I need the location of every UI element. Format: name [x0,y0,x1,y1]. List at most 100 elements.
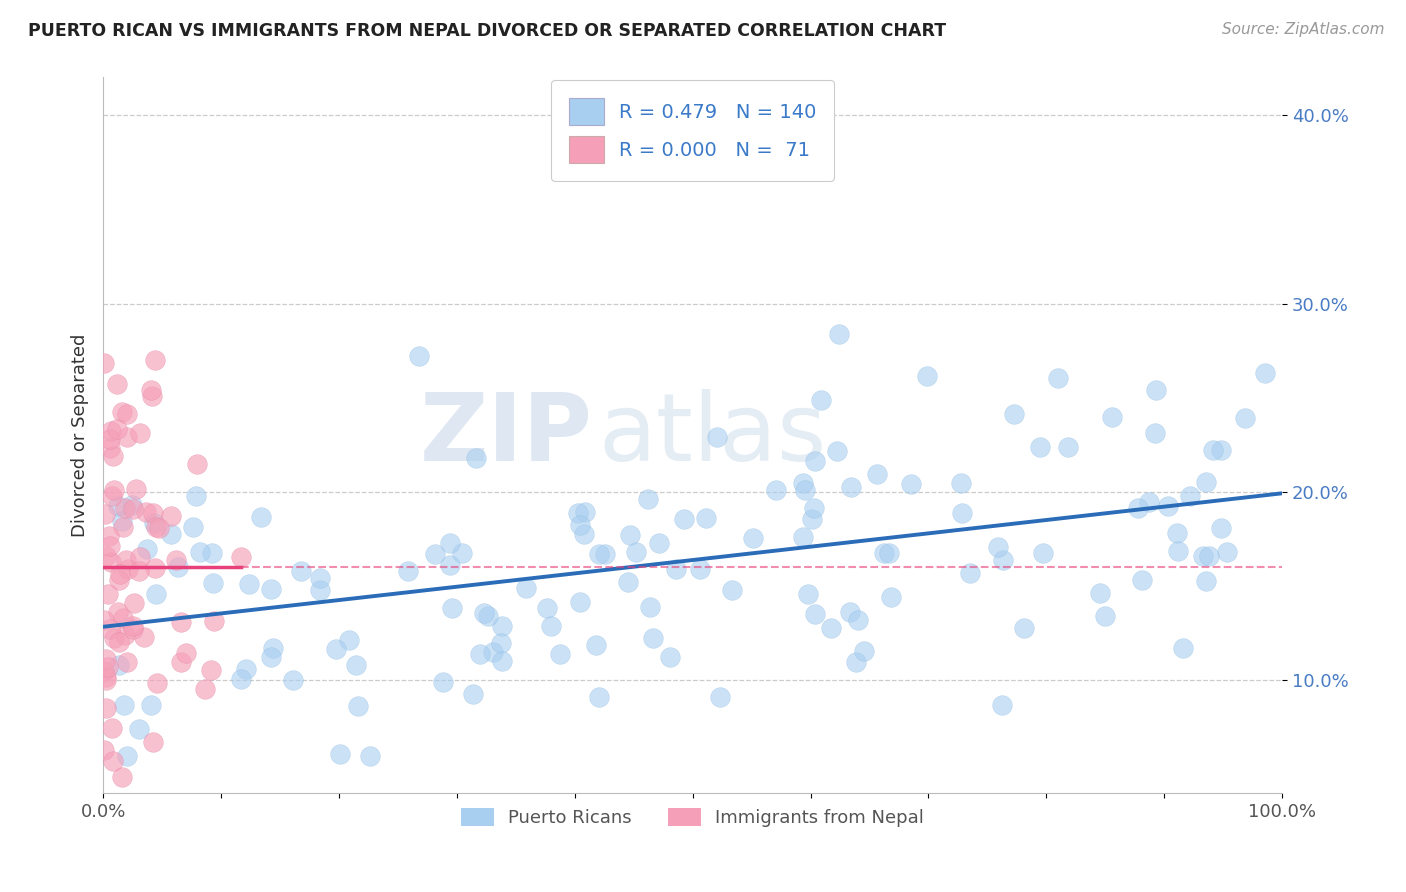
Point [588,547,610,561]
Point [122,619,145,633]
Point [262,640,284,655]
Point [1202,443,1225,458]
Point [145,587,167,601]
Point [148,521,170,535]
Point [641,631,664,645]
Point [1234,410,1257,425]
Point [359,748,381,763]
Point [98,623,121,637]
Point [94,673,117,688]
Point [617,575,640,590]
Point [880,590,903,604]
Point [260,582,283,596]
Point [107,658,129,673]
Point [439,536,461,550]
Point [915,368,938,383]
Point [689,562,711,576]
Point [170,656,193,670]
Point [142,516,165,530]
Legend: Puerto Ricans, Immigrants from Nepal: Puerto Ricans, Immigrants from Nepal [454,801,931,834]
Text: Source: ZipAtlas.com: Source: ZipAtlas.com [1222,22,1385,37]
Point [515,581,537,595]
Point [1143,425,1166,440]
Point [828,326,851,341]
Point [1209,442,1232,457]
Point [572,527,595,541]
Point [139,384,162,398]
Point [569,595,592,609]
Point [165,553,187,567]
Point [93,356,115,370]
Point [574,505,596,519]
Point [103,483,125,497]
Point [423,548,446,562]
Point [709,690,731,704]
Point [567,506,589,520]
Point [145,520,167,534]
Point [1126,501,1149,516]
Point [159,508,181,523]
Point [159,527,181,541]
Point [794,483,817,498]
Point [482,645,505,659]
Point [129,550,152,565]
Point [94,701,117,715]
Point [845,655,868,669]
Point [93,742,115,756]
Text: atlas: atlas [599,390,827,482]
Point [235,662,257,676]
Point [281,673,304,687]
Point [990,698,1012,713]
Point [344,657,367,672]
Point [103,632,125,646]
Point [1180,489,1202,503]
Point [184,489,207,503]
Point [820,621,842,635]
Point [201,546,224,560]
Point [991,553,1014,567]
Point [846,613,869,627]
Text: PUERTO RICAN VS IMMIGRANTS FROM NEPAL DIVORCED OR SEPARATED CORRELATION CHART: PUERTO RICAN VS IMMIGRANTS FROM NEPAL DI… [28,22,946,40]
Point [114,501,136,516]
Point [143,561,166,575]
Point [1004,408,1026,422]
Point [1157,499,1180,513]
Point [121,499,143,513]
Point [98,442,121,456]
Point [143,353,166,368]
Point [1195,475,1218,489]
Point [432,674,454,689]
Point [900,476,922,491]
Point [950,506,973,520]
Point [489,636,512,650]
Point [97,660,120,674]
Point [464,451,486,466]
Point [1254,366,1277,380]
Point [1216,545,1239,559]
Point [347,699,370,714]
Point [585,638,607,652]
Point [1090,586,1112,600]
Point [804,454,827,468]
Point [548,647,571,661]
Point [1094,609,1116,624]
Point [170,615,193,629]
Point [194,681,217,696]
Point [111,514,134,528]
Point [1198,549,1220,564]
Point [803,501,825,516]
Point [468,648,491,662]
Point [1046,371,1069,385]
Point [987,540,1010,554]
Point [959,566,981,580]
Point [107,605,129,619]
Point [167,560,190,574]
Point [97,529,120,543]
Point [181,520,204,534]
Point [626,545,648,559]
Point [1057,440,1080,454]
Point [1211,521,1233,535]
Point [619,528,641,542]
Point [1130,573,1153,587]
Point [115,553,138,567]
